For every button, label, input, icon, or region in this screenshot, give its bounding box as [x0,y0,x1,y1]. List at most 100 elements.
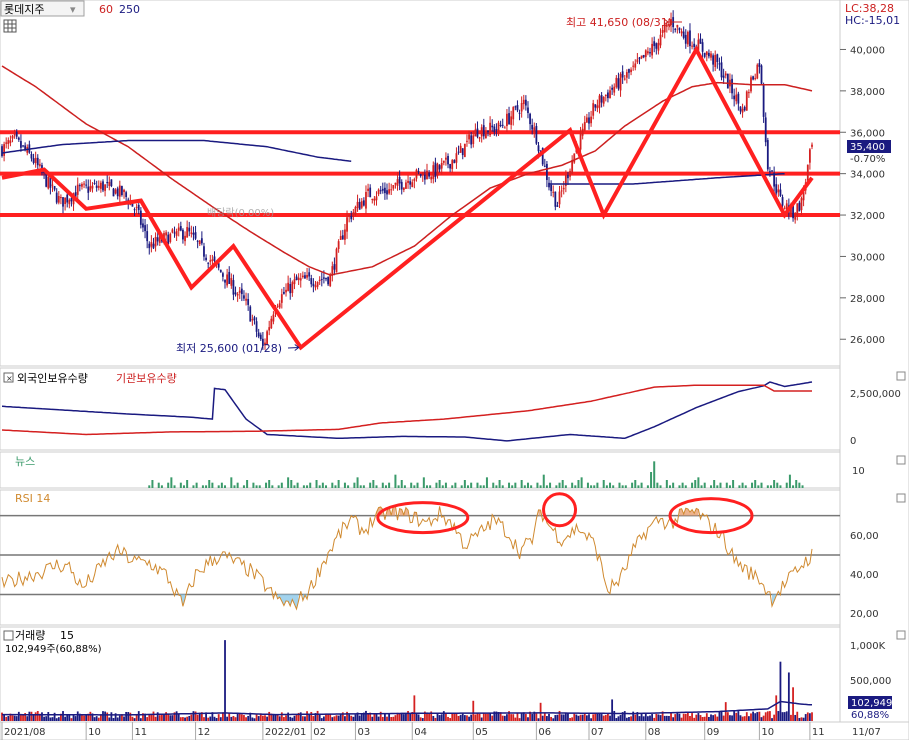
candle-body [394,182,397,185]
candle-body [567,175,569,179]
volume-bar [779,661,782,721]
candle-body [569,170,571,177]
candle-body [348,214,351,216]
volume-bar [331,717,334,721]
volume-bar [434,717,437,721]
volume-bar [133,718,136,721]
volume-bar [64,716,67,721]
candle-body [407,180,409,183]
volume-bar [689,716,691,721]
candle-body [489,122,492,136]
candle-body [811,144,813,147]
volume-bar [484,713,487,721]
volume-bar [190,714,193,721]
candle-body [499,124,502,126]
volume-bar [66,714,69,721]
candle-body [45,173,48,187]
volume-bar [171,715,174,721]
news-bar [779,485,782,488]
candle-body [716,54,719,63]
candle-body [657,42,660,51]
volume-bar [741,716,744,721]
candle-body [792,205,794,219]
volume-bar [729,715,731,721]
candle-body [609,90,611,99]
news-close-icon[interactable] [896,455,906,465]
news-bar [467,485,470,488]
panel-toggle-icon[interactable] [3,372,14,383]
candle-body [579,133,582,150]
volume-bar [634,714,637,721]
candle-body [240,288,243,295]
candle-body [175,231,178,236]
candle-body [310,278,313,285]
candle-body [445,157,447,160]
volume-bar [9,713,12,721]
candle-body [211,259,214,261]
candle-body [144,225,146,232]
candle-body [794,214,797,220]
stock-name-box[interactable] [0,0,85,17]
volume-bar [310,711,313,721]
volume-bar [72,714,75,721]
volume-bar [333,716,336,721]
volume-toggle-icon[interactable] [3,630,14,641]
candle-body [375,196,378,201]
grid-view-icon[interactable] [3,19,17,33]
volume-bar [455,713,458,721]
volume-bar [304,716,306,721]
candle-body [11,135,14,139]
volume-bar [219,717,222,721]
news-bar [605,485,608,488]
candle-body [74,192,77,198]
news-bar [463,480,466,488]
volume-bar [285,715,287,721]
volume-bar [463,715,466,721]
x-axis-label: 07 [591,727,604,738]
candle-body [251,319,254,321]
candle-body [278,303,281,308]
volume-bar [449,718,452,721]
volume-bar [474,714,477,721]
news-bar [586,482,589,488]
volume-bar [415,713,418,721]
candle-body [60,197,62,199]
candle-body [236,293,239,296]
volume-bar [527,717,529,721]
candle-body [585,117,588,123]
inst-label: 기관보유수량 [116,372,177,385]
volume-bar [259,713,262,721]
x-axis-label: 10 [88,727,101,738]
volume-bar [520,712,523,721]
dropdown-arrow-icon[interactable]: ▾ [70,3,76,16]
volume-close-icon[interactable] [896,630,906,640]
news-bar [400,480,403,488]
candle-body [493,126,496,133]
volume-bar [274,714,277,721]
candle-body [800,198,803,211]
news-bars [148,461,804,488]
price-tick-label: 32,000 [850,211,885,222]
volume-bar [45,716,48,721]
panel-close-icon[interactable] [896,371,906,381]
candle-body [165,232,168,236]
volume-bar [762,715,765,721]
volume-bar [129,712,132,721]
candle-body [384,187,386,194]
volume-bar [726,712,729,721]
volume-bar [745,712,748,721]
candle-body [611,87,614,90]
x-axis-label: 04 [414,727,427,738]
candle-body [546,163,548,180]
volume-bar [644,712,647,721]
volume-bar [535,713,538,721]
candle-body [419,173,422,177]
volume-bar [7,716,10,721]
volume-bar [234,717,237,721]
volume-bar [402,714,405,721]
news-bar [277,485,280,488]
volume-bar [607,713,609,721]
news-bar [757,485,760,488]
rsi-close-icon[interactable] [896,493,906,503]
volume-bar [541,715,544,721]
